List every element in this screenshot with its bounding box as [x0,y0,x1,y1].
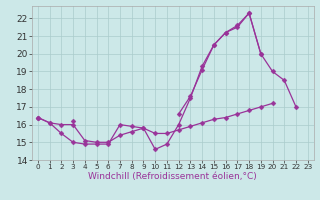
X-axis label: Windchill (Refroidissement éolien,°C): Windchill (Refroidissement éolien,°C) [88,172,257,181]
